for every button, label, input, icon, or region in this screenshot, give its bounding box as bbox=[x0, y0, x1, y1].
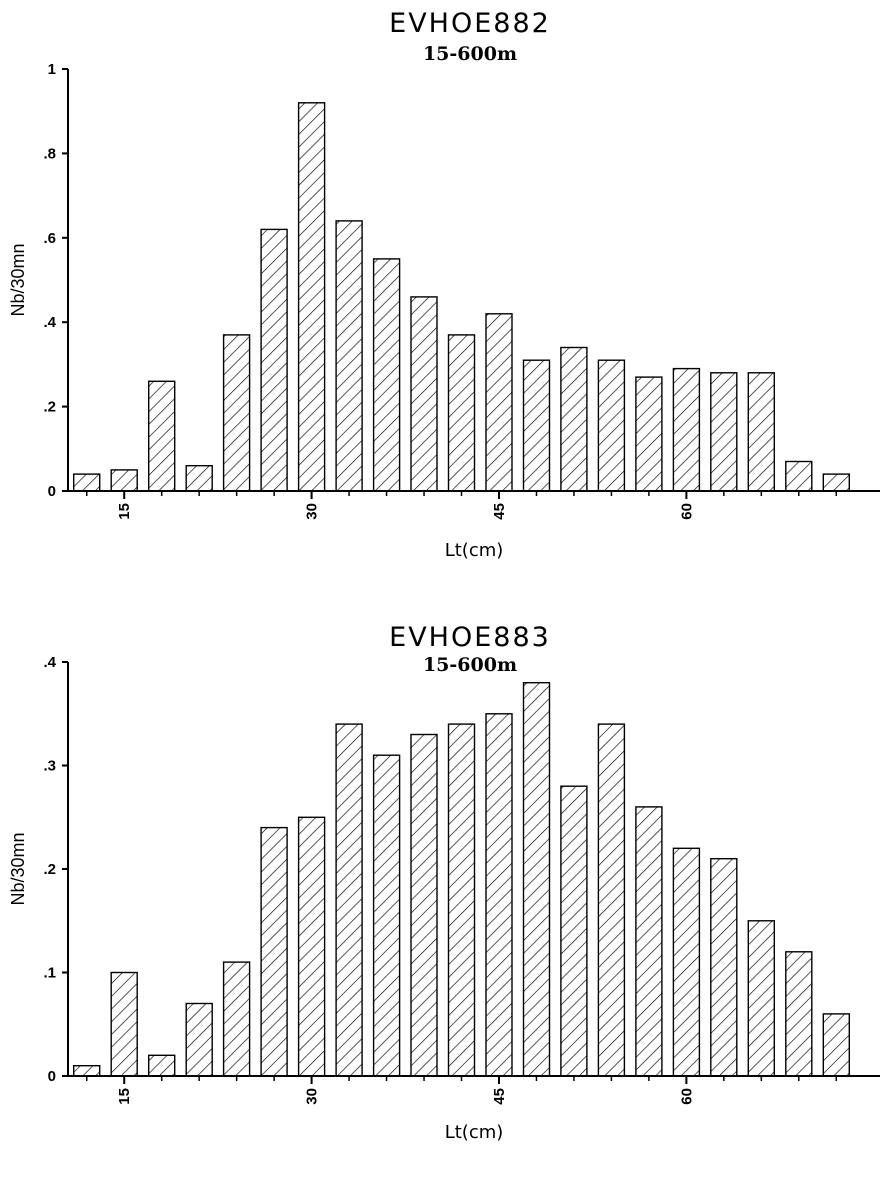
bar-30 bbox=[297, 102, 326, 492]
bar-33 bbox=[335, 723, 363, 1077]
bar-63 bbox=[710, 858, 738, 1077]
bar-21 bbox=[185, 1002, 213, 1077]
bar-42 bbox=[447, 723, 476, 1077]
bar-24 bbox=[222, 961, 251, 1077]
bar-51 bbox=[560, 346, 588, 492]
bar-18 bbox=[147, 1054, 176, 1077]
bar-27 bbox=[260, 228, 288, 492]
bar-42 bbox=[447, 334, 476, 492]
bar-18 bbox=[147, 380, 176, 492]
y-tick-label: .1 bbox=[43, 965, 56, 982]
chart-subtitle: 15-600m bbox=[423, 654, 517, 676]
y-tick-label: 0 bbox=[48, 483, 56, 500]
y-tick-label: .6 bbox=[43, 230, 56, 247]
y-tick-label: 0 bbox=[48, 1068, 56, 1085]
bar-60 bbox=[672, 367, 701, 492]
x-tick-label: 45 bbox=[491, 1088, 508, 1105]
bar-57 bbox=[635, 806, 663, 1077]
bar-69 bbox=[785, 951, 813, 1077]
x-axis-label: Lt(cm) bbox=[445, 540, 504, 561]
bar-48 bbox=[522, 682, 551, 1077]
bar-72 bbox=[822, 1013, 850, 1077]
y-tick-label: .2 bbox=[43, 399, 56, 416]
chart-title: EVHOE883 bbox=[389, 622, 551, 653]
bar-45 bbox=[485, 313, 513, 492]
x-tick-label: 15 bbox=[116, 1088, 133, 1105]
bar-66 bbox=[747, 920, 775, 1077]
x-tick-label: 60 bbox=[678, 1088, 695, 1105]
bar-54 bbox=[597, 359, 626, 492]
x-tick-label: 45 bbox=[491, 503, 508, 520]
bar-33 bbox=[335, 220, 363, 492]
bar-30 bbox=[297, 816, 326, 1077]
x-tick-label: 30 bbox=[304, 1088, 321, 1105]
bar-39 bbox=[410, 733, 438, 1077]
bar-66 bbox=[747, 372, 775, 492]
bar-60 bbox=[672, 847, 701, 1077]
bar-39 bbox=[410, 296, 438, 492]
y-tick-label: .2 bbox=[43, 861, 56, 878]
bar-72 bbox=[822, 473, 850, 492]
x-tick-label: 30 bbox=[304, 503, 321, 520]
bar-15 bbox=[110, 469, 138, 492]
chart-title: EVHOE882 bbox=[389, 8, 551, 39]
bar-12 bbox=[72, 1064, 101, 1077]
bar-54 bbox=[597, 723, 626, 1077]
bar-21 bbox=[185, 465, 213, 492]
bar-57 bbox=[635, 376, 663, 492]
bar-24 bbox=[222, 334, 251, 492]
bar-27 bbox=[260, 826, 288, 1077]
y-axis-label: Nb/30mn bbox=[8, 243, 28, 316]
chart-subtitle: 15-600m bbox=[423, 43, 517, 65]
bar-12 bbox=[72, 473, 101, 492]
y-tick-label: 1 bbox=[48, 61, 56, 78]
x-tick-label: 15 bbox=[116, 503, 133, 520]
bar-51 bbox=[560, 785, 588, 1077]
x-tick-label: 60 bbox=[678, 503, 695, 520]
y-tick-label: .8 bbox=[43, 145, 56, 162]
bar-15 bbox=[110, 971, 138, 1077]
bar-45 bbox=[485, 713, 513, 1077]
bar-48 bbox=[522, 359, 551, 492]
chart-evhoe882: EVHOE882 15-600m 0 .2 .4 .6 .8 1 15 30 45 60 Lt(cm) N… bbox=[8, 8, 880, 561]
y-tick-label: .4 bbox=[43, 314, 56, 331]
y-tick-label: .3 bbox=[43, 758, 56, 775]
y-tick-label: .4 bbox=[43, 654, 56, 671]
bar-69 bbox=[785, 460, 813, 492]
x-axis-label: Lt(cm) bbox=[445, 1122, 504, 1143]
bar-36 bbox=[372, 754, 401, 1077]
bar-63 bbox=[710, 372, 738, 492]
y-axis-label: Nb/30mn bbox=[8, 832, 28, 905]
bar-36 bbox=[372, 258, 401, 492]
